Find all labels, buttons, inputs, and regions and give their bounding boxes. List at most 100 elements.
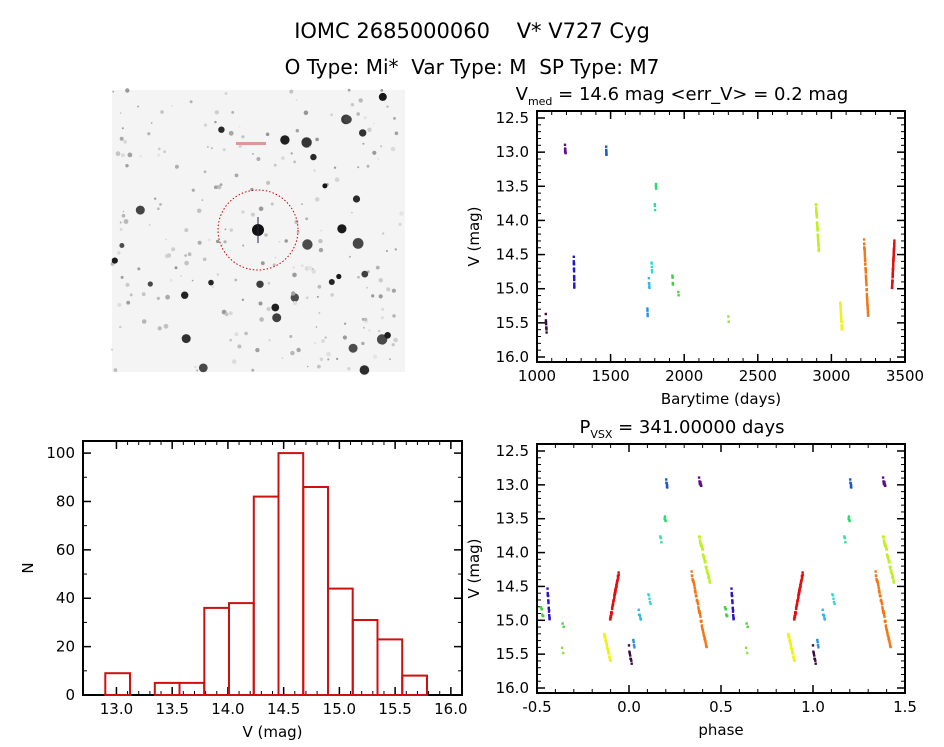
data-point: [615, 582, 619, 585]
data-point: [886, 554, 889, 557]
target-label-mark: [236, 142, 266, 145]
x-tick-label: 2500: [739, 367, 777, 385]
data-point: [663, 515, 667, 518]
star: [129, 293, 133, 297]
data-point: [609, 615, 613, 619]
data-point: [700, 484, 703, 487]
star: [160, 110, 164, 114]
star: [123, 139, 127, 144]
star: [228, 130, 234, 136]
data-point: [883, 482, 886, 486]
star: [311, 269, 317, 274]
star: [293, 160, 296, 164]
star: [216, 273, 220, 276]
x-tick-label: 15.0: [323, 700, 356, 718]
data-point: [887, 636, 891, 640]
data-point: [866, 299, 869, 303]
data-point: [702, 555, 706, 558]
data-point: [638, 614, 642, 618]
data-point: [605, 153, 608, 156]
data-point: [795, 602, 799, 605]
star: [156, 296, 160, 300]
star: [244, 331, 248, 336]
data-point: [892, 581, 896, 584]
data-point: [881, 606, 884, 609]
star: [337, 224, 347, 234]
data-point: [572, 268, 576, 271]
data-point: [655, 187, 658, 190]
data-point: [865, 288, 868, 291]
x-tick-label: 13.0: [100, 700, 133, 718]
y-tick-label: 100: [46, 444, 75, 462]
star: [125, 88, 130, 93]
star: [123, 219, 129, 224]
data-point: [705, 567, 708, 570]
star: [171, 247, 176, 252]
data-point: [698, 536, 701, 539]
x-axis-label: Barytime (days): [661, 390, 781, 408]
data-point: [665, 482, 668, 485]
y-tick-label: 40: [56, 589, 75, 607]
data-point: [863, 251, 866, 254]
star: [378, 294, 383, 299]
star: [385, 249, 388, 253]
star: [367, 127, 372, 132]
data-point: [893, 243, 896, 246]
data-point: [816, 223, 819, 226]
data-point: [876, 582, 880, 586]
data-point: [547, 599, 550, 603]
data-point: [654, 185, 658, 188]
star: [110, 348, 114, 351]
star: [174, 266, 178, 270]
star: [318, 238, 323, 244]
star: [313, 169, 316, 172]
data-point: [815, 212, 818, 216]
data-point: [816, 638, 819, 642]
star: [284, 239, 288, 243]
star: [157, 153, 161, 157]
y-tick-label: 80: [56, 492, 75, 510]
star: [181, 291, 189, 299]
star: [393, 337, 398, 343]
data-point: [699, 482, 702, 486]
target-circle: [217, 189, 299, 271]
data-point: [560, 646, 564, 649]
star: [366, 286, 369, 289]
star: [241, 210, 245, 214]
data-point: [813, 654, 816, 657]
star: [384, 332, 391, 339]
data-point: [821, 608, 824, 611]
star: [228, 311, 233, 316]
y-axis-label: N: [19, 562, 37, 573]
data-point: [632, 644, 636, 647]
title-rest: = 14.6 mag <err_V> = 0.2 mag: [552, 84, 848, 105]
data-point: [547, 610, 551, 613]
data-point: [546, 587, 549, 590]
y-tick-label: 13.0: [496, 476, 529, 494]
data-point: [864, 271, 867, 274]
y-tick-label: 60: [56, 541, 75, 559]
data-point: [563, 143, 567, 146]
star: [197, 240, 202, 245]
data-point: [891, 279, 894, 283]
star: [303, 110, 309, 116]
star: [224, 312, 229, 317]
data-point: [745, 622, 748, 625]
data-point: [561, 622, 564, 625]
data-point: [839, 312, 843, 315]
star: [372, 150, 377, 155]
x-tick-label: 14.0: [211, 700, 244, 718]
data-point: [573, 277, 576, 280]
data-point: [887, 635, 890, 638]
data-point: [572, 263, 576, 266]
data-point: [544, 312, 547, 316]
star: [191, 188, 195, 192]
star: [302, 239, 313, 250]
plot-title: Vmed = 14.6 mag <err_V> = 0.2 mag: [516, 84, 849, 108]
y-tick-label: 13.5: [496, 510, 529, 528]
data-point: [605, 151, 608, 154]
data-point: [703, 636, 707, 640]
star: [313, 342, 317, 345]
y-tick-label: 16.0: [496, 348, 529, 366]
star: [231, 359, 237, 364]
